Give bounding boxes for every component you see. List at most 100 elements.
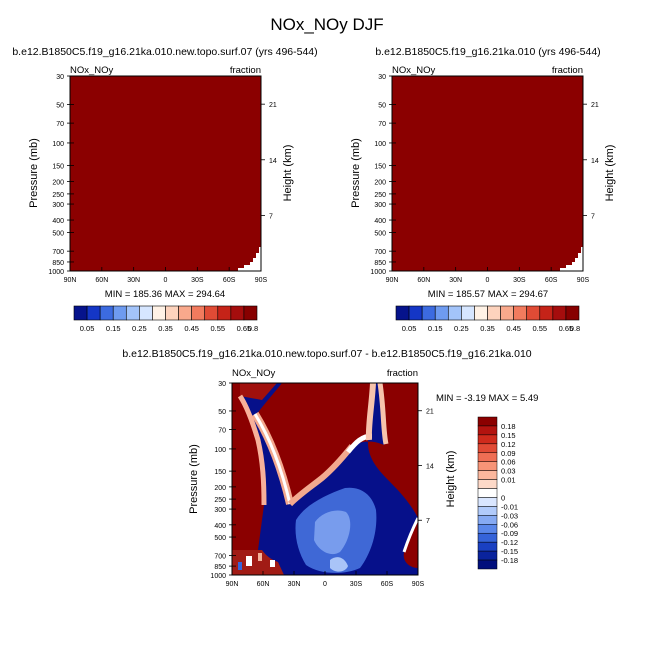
panel-1-height-ticks: 21 14 7 (261, 102, 277, 220)
colorbar-swatch (477, 532, 498, 543)
colorbar-label: 0.03 (501, 467, 516, 476)
y-tick-label: 70 (218, 427, 226, 434)
panel-1-variable-label: NOx_NOy (70, 65, 114, 76)
colorbar-label: 0.65 (237, 324, 252, 333)
y-tick-label: 850 (374, 260, 386, 267)
y-tick-label: 250 (374, 192, 386, 199)
colorbar-label: 0.12 (501, 440, 516, 449)
colorbar-swatch (477, 443, 498, 454)
x-tick-label: 30S (350, 581, 363, 588)
y-tick-label: 400 (214, 523, 226, 530)
x-tick-label: 60S (223, 277, 236, 284)
colorbar-swatch (526, 305, 541, 321)
x-tick-label: 90S (577, 277, 590, 284)
panel-3-variable-label: NOx_NOy (232, 368, 276, 379)
x-tick-label: 60S (381, 581, 394, 588)
colorbar-label: 0.05 (402, 324, 417, 333)
colorbar-label: 0 (501, 493, 505, 502)
y-tick-label: 400 (374, 218, 386, 225)
colorbar-swatch (99, 305, 114, 321)
colorbar-swatch (487, 305, 501, 321)
x-tick-label: 30N (288, 581, 301, 588)
height-tick-label: 21 (426, 409, 434, 416)
panel-3-colorbar: 0.180.150.120.090.060.030.010-0.01-0.03-… (477, 416, 518, 570)
panel-3-min-max: MIN = -3.19 MAX = 5.49 (436, 393, 538, 404)
y-tick-label: 850 (214, 564, 226, 571)
colorbar-swatch (152, 305, 166, 321)
colorbar-label: -0.03 (501, 511, 518, 520)
colorbar-label: 0.35 (480, 324, 495, 333)
x-tick-label: 90N (386, 277, 399, 284)
colorbar-swatch (112, 305, 127, 321)
panel-3-title: b.e12.B1850C5.f19_g16.21ka.010.new.topo.… (122, 348, 531, 360)
colorbar-swatch (421, 305, 436, 321)
colorbar-swatch (477, 515, 498, 525)
colorbar-swatch (408, 305, 423, 321)
colorbar-swatch (500, 305, 514, 321)
y-tick-label: 50 (378, 102, 386, 109)
colorbar-swatch (191, 305, 206, 321)
colorbar-label: 0.45 (506, 324, 521, 333)
y-tick-label: 50 (218, 409, 226, 416)
y-tick-label: 250 (52, 192, 64, 199)
colorbar-swatch (565, 305, 580, 321)
colorbar-swatch (139, 305, 153, 321)
y-tick-label: 200 (214, 485, 226, 492)
y-tick-label: 50 (56, 102, 64, 109)
colorbar-swatch (477, 497, 498, 507)
panel-2-units-label: fraction (552, 65, 583, 76)
colorbar-swatch (539, 305, 554, 321)
panel-1-colorbar: 0.05 0.15 0.25 0.35 0.45 0.55 0.650.8 (73, 305, 258, 333)
colorbar-swatch (395, 305, 410, 321)
x-tick-label: 90S (255, 277, 268, 284)
y-tick-label: 700 (374, 249, 386, 256)
colorbar-label: 0.8 (570, 324, 580, 333)
x-tick-label: 30N (127, 277, 140, 284)
y-tick-label: 700 (214, 553, 226, 560)
y-tick-label: 700 (52, 249, 64, 256)
colorbar-label: 0.09 (501, 449, 516, 458)
panel-1-min-max: MIN = 185.36 MAX = 294.64 (105, 289, 225, 300)
panel-2-colorbar: 0.05 0.15 0.25 0.35 0.45 0.55 0.650.8 (395, 305, 580, 333)
panel-2-x-ticks: 90N 60N 30N 0 30S 60S 90S (386, 267, 590, 284)
panel-1-height-axis-label: Height (km) (282, 145, 294, 202)
y-tick-label: 500 (374, 230, 386, 237)
colorbar-swatch (461, 305, 475, 321)
y-tick-label: 30 (56, 74, 64, 81)
colorbar-swatch (477, 506, 498, 516)
colorbar-swatch (86, 305, 101, 321)
colorbar-swatch (447, 305, 462, 321)
y-tick-label: 300 (374, 202, 386, 209)
colorbar-swatch (513, 305, 528, 321)
colorbar-swatch (477, 452, 498, 462)
y-tick-label: 100 (214, 447, 226, 454)
x-tick-label: 90N (226, 581, 239, 588)
height-tick-label: 14 (426, 463, 434, 470)
colorbar-label: -0.12 (501, 538, 518, 547)
panel-1: b.e12.B1850C5.f19_g16.21ka.010.new.topo.… (12, 46, 317, 333)
colorbar-swatch (477, 470, 498, 480)
x-tick-label: 90N (64, 277, 77, 284)
colorbar-swatch (165, 305, 179, 321)
colorbar-label: -0.15 (501, 547, 518, 556)
x-tick-label: 0 (323, 581, 327, 588)
y-tick-label: 100 (374, 141, 386, 148)
panel-2-min-max: MIN = 185.57 MAX = 294.67 (428, 289, 548, 300)
colorbar-swatch (477, 488, 498, 498)
y-tick-label: 100 (52, 141, 64, 148)
panel-2-height-axis-label: Height (km) (604, 145, 616, 202)
panel-3-height-axis-label: Height (km) (445, 451, 457, 508)
y-tick-label: 200 (52, 179, 64, 186)
panel-2-height-ticks: 21 14 7 (583, 102, 599, 220)
x-tick-label: 0 (164, 277, 168, 284)
colorbar-swatch (125, 305, 140, 321)
panel-1-topography-mask (238, 247, 261, 271)
height-tick-label: 21 (591, 102, 599, 109)
y-tick-label: 300 (52, 202, 64, 209)
panel-2-y-axis-label: Pressure (mb) (350, 138, 362, 208)
panel-3-x-ticks: 90N 60N 30N 0 30S 60S 90S (226, 571, 425, 588)
y-tick-label: 850 (52, 260, 64, 267)
colorbar-label: 0.45 (184, 324, 199, 333)
colorbar-label: 0.06 (501, 458, 516, 467)
panel-3-y-ticks: 30 50 70 100 150 200 250 300 400 500 700 850 1000 (210, 381, 236, 580)
